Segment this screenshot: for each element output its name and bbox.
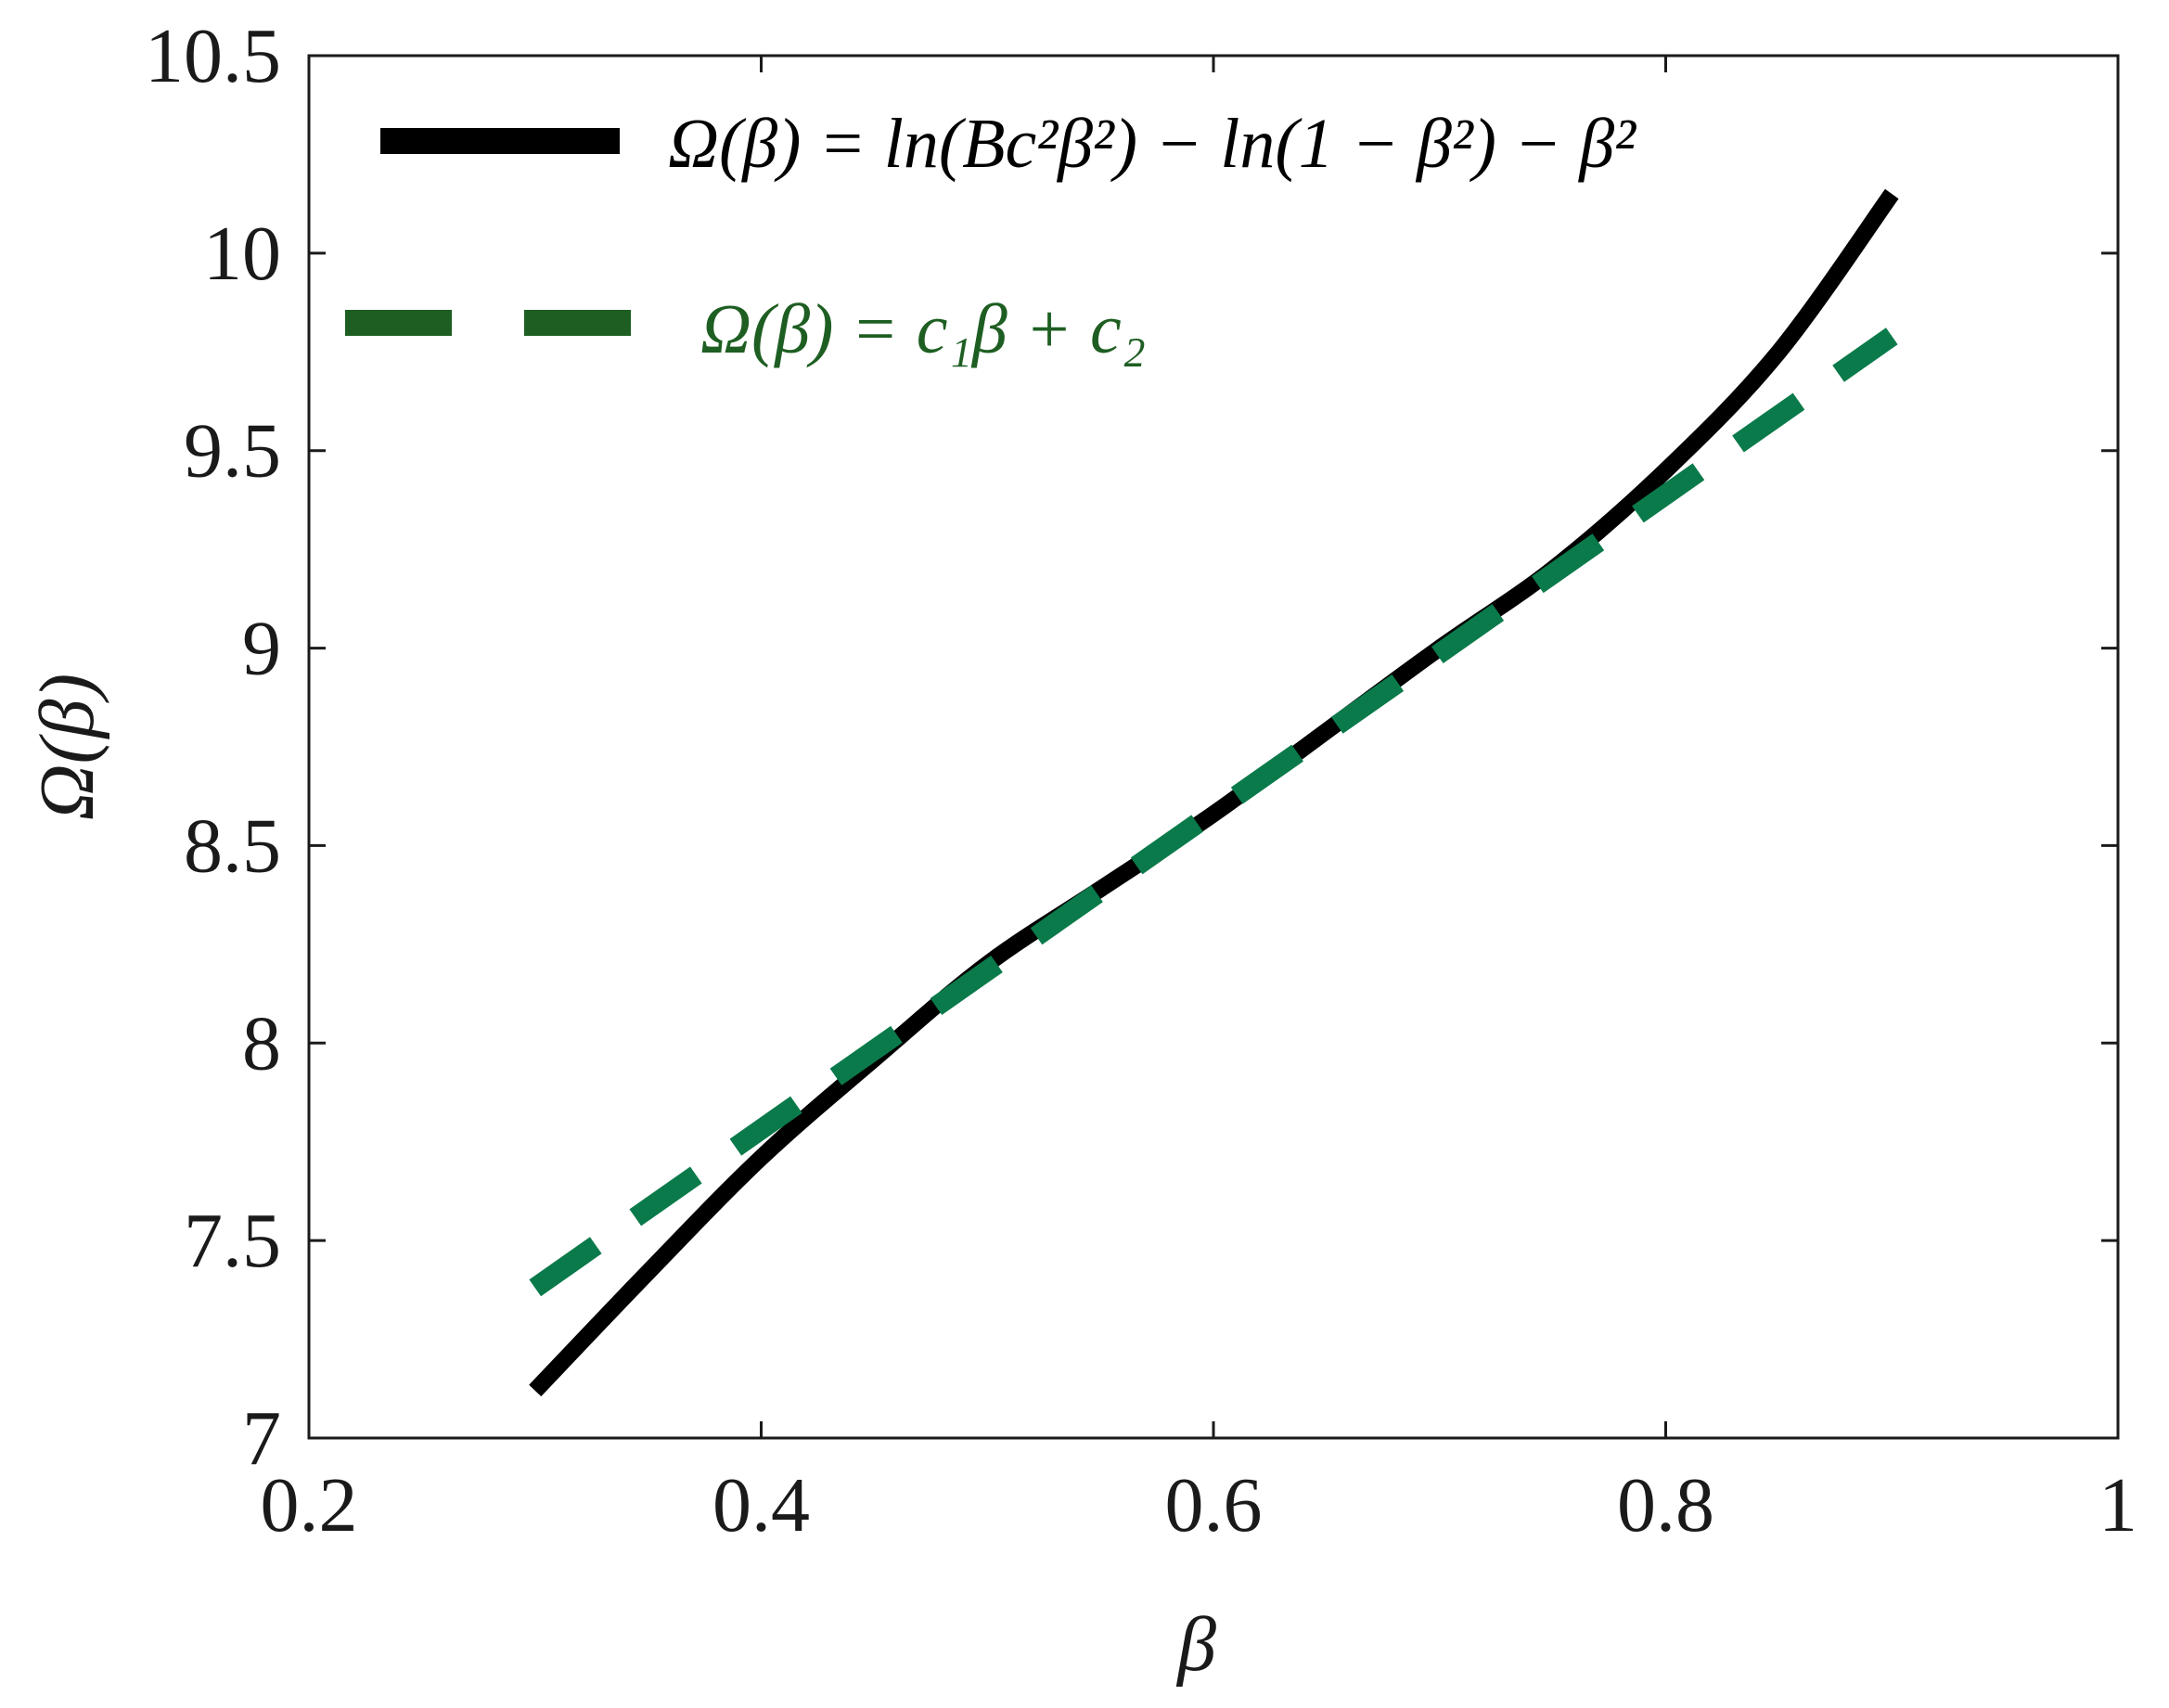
x-tick-label: 0.2 bbox=[261, 1462, 358, 1548]
legend-label-solid: Ω(β) = ln(Bc²β²) − ln(1 − β²) − β² bbox=[668, 105, 1636, 183]
x-tick-label: 0.8 bbox=[1617, 1462, 1714, 1548]
series-line-solid bbox=[529, 188, 1899, 1397]
legend-label-dashed: Ω(β) = c₁β + c₂ bbox=[700, 290, 1146, 368]
y-tick-label: 8 bbox=[242, 1000, 281, 1086]
x-tick-label: 0.4 bbox=[712, 1462, 810, 1548]
y-tick-label: 9 bbox=[242, 606, 281, 692]
axis-ticks: 0.2 0.4 0.6 0.8 1 7 7.5 8 8.5 9 9.5 10 10.5 bbox=[145, 13, 2137, 1548]
y-axis-title: Ω(β) bbox=[24, 674, 110, 821]
y-tick-label: 9.5 bbox=[184, 408, 281, 494]
y-tick-label: 10.5 bbox=[145, 13, 281, 99]
y-tick-label: 10 bbox=[203, 211, 281, 297]
y-tick-label: 7.5 bbox=[184, 1198, 281, 1284]
x-tick-label: 1 bbox=[2098, 1462, 2137, 1548]
series-lines bbox=[529, 188, 1899, 1397]
series-line-dashed bbox=[529, 327, 1898, 1297]
y-tick-label: 7 bbox=[242, 1395, 281, 1482]
y-tick-label: 8.5 bbox=[184, 803, 281, 889]
x-axis-title: β bbox=[1175, 1601, 1216, 1688]
legend: Ω(β) = ln(Bc²β²) − ln(1 − β²) − β² Ω(β) … bbox=[345, 105, 1636, 368]
x-tick-label: 0.6 bbox=[1165, 1462, 1263, 1548]
